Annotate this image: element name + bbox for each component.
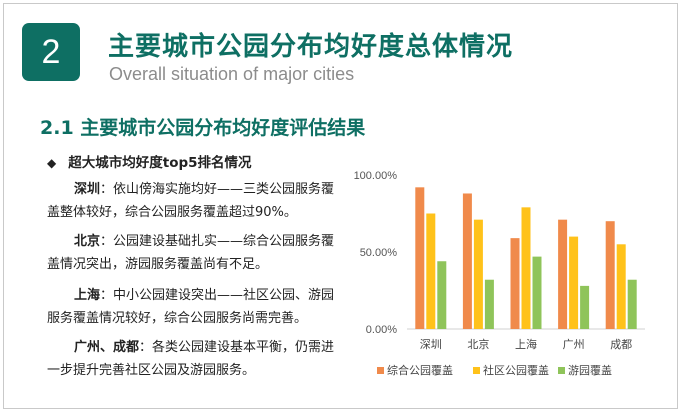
bar <box>426 213 436 329</box>
legend-swatch <box>377 367 384 374</box>
diamond-bullet-icon: ◆ <box>47 156 57 170</box>
x-tick-label: 成都 <box>610 338 632 351</box>
bar <box>569 236 579 329</box>
slide-frame <box>3 3 678 409</box>
bar <box>580 285 590 329</box>
separator: ： <box>100 182 114 197</box>
city-name: 北京 <box>74 234 101 249</box>
legend-label: 综合公园覆盖 <box>387 363 453 377</box>
paragraph-text: 中小公园建设突出——社区公园、游园服务覆盖情况较好，综合公园服务尚需完善。 <box>47 288 335 326</box>
page-title: 主要城市公园分布均好度总体情况 <box>108 32 514 62</box>
bullet-heading-text: 超大城市均好度top5排名情况 <box>68 155 252 171</box>
section-number-badge: 2 <box>22 23 80 81</box>
city-name: 广州、成都 <box>74 340 140 355</box>
bar <box>462 193 472 329</box>
separator: ： <box>100 234 114 249</box>
legend-label: 社区公园覆盖 <box>483 363 549 377</box>
bar <box>484 279 494 329</box>
x-tick-label: 北京 <box>467 337 489 351</box>
paragraph-shenzhen: 深圳：依山傍海实施均好——三类公园服务覆盖整体较好，综合公园服务覆盖超过90%。 <box>47 178 340 224</box>
section-heading: 2.1 主要城市公园分布均好度评估结果 <box>40 117 366 139</box>
bar <box>627 279 637 329</box>
x-tick-label: 广州 <box>563 338 585 351</box>
bar <box>605 221 615 329</box>
paragraph-text: 公园建设基础扎实——综合公园服务覆盖情况突出，游园服务覆盖尚有不足。 <box>47 234 335 272</box>
bar <box>510 238 520 329</box>
page-subtitle: Overall situation of major cities <box>109 64 355 84</box>
bar <box>473 219 483 329</box>
legend-swatch <box>558 367 565 374</box>
x-tick-label: 深圳 <box>420 338 442 351</box>
bar <box>558 219 568 329</box>
y-tick-label: 0.00% <box>366 324 397 336</box>
separator: ： <box>139 340 153 355</box>
bullet-heading: ◆ 超大城市均好度top5排名情况 <box>47 151 252 171</box>
bar <box>415 187 425 329</box>
paragraph-beijing: 北京：公园建设基础扎实——综合公园服务覆盖情况突出，游园服务覆盖尚有不足。 <box>47 230 340 276</box>
paragraph-text: 依山傍海实施均好——三类公园服务覆盖整体较好，综合公园服务覆盖超过90%。 <box>47 182 335 220</box>
paragraph-shanghai: 上海：中小公园建设突出——社区公园、游园服务覆盖情况较好，综合公园服务尚需完善。 <box>47 284 340 330</box>
city-name: 上海 <box>74 288 101 303</box>
y-tick-label: 100.00% <box>354 170 398 182</box>
bar <box>616 244 626 329</box>
legend-label: 游园覆盖 <box>568 363 612 377</box>
y-tick-label: 50.00% <box>360 247 398 259</box>
legend-swatch <box>473 367 480 374</box>
bar <box>521 207 531 329</box>
separator: ： <box>100 288 114 303</box>
city-name: 深圳 <box>74 182 101 197</box>
bar <box>437 261 447 329</box>
paragraph-text: 各类公园建设基本平衡，仍需进一步提升完善社区公园及游园服务。 <box>47 340 335 378</box>
paragraph-guangzhou-chengdu: 广州、成都：各类公园建设基本平衡，仍需进一步提升完善社区公园及游园服务。 <box>47 336 340 382</box>
bar <box>532 256 542 329</box>
x-tick-label: 上海 <box>515 337 537 351</box>
